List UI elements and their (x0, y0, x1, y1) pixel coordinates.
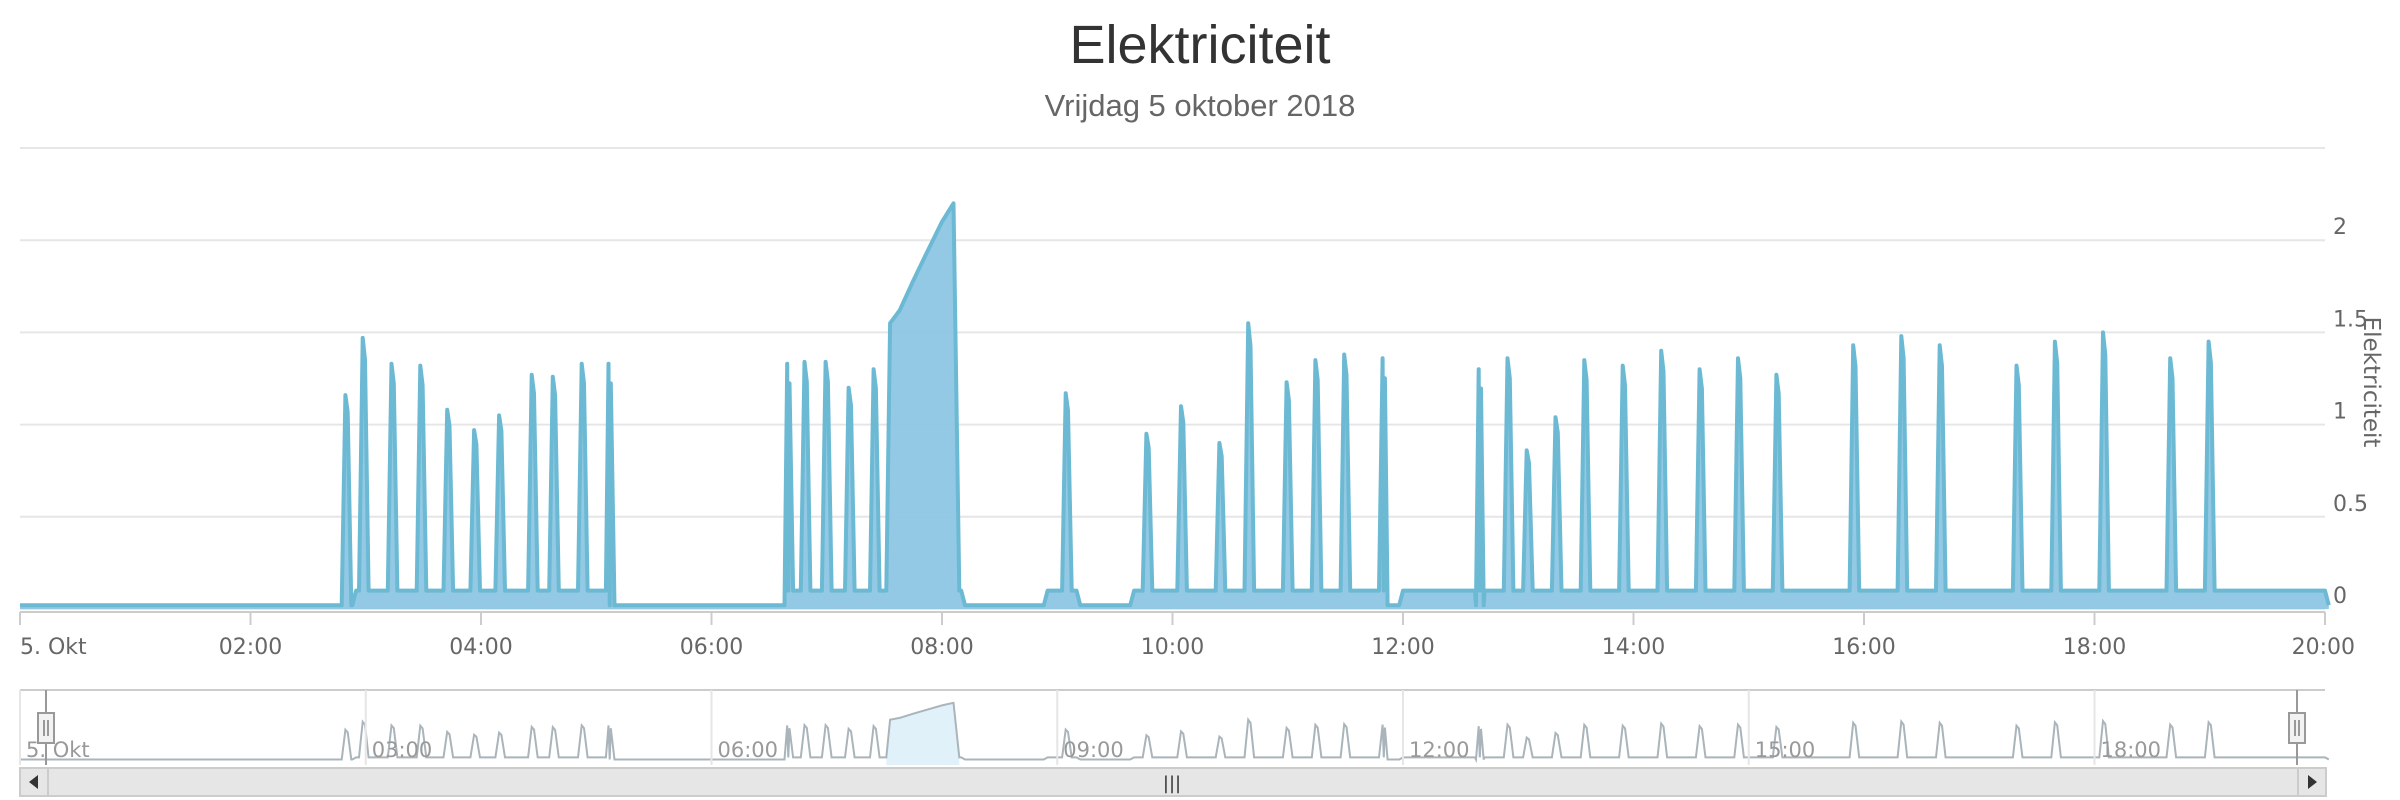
navigator-handle-left[interactable] (37, 690, 55, 765)
x-tick-label: 14:00 (1602, 635, 1665, 660)
scrollbar[interactable]: ||| (19, 767, 2327, 797)
navigator-label: 15:00 (1755, 738, 1816, 762)
y-tick-label: 1.5 (2333, 307, 2368, 332)
x-tick-label: 5. Okt (20, 635, 87, 660)
scrollbar-grip: ||| (1163, 773, 1181, 794)
x-tick-label: 12:00 (1371, 635, 1434, 660)
navigator-label: 03:00 (372, 738, 433, 762)
scrollbar-right-button[interactable] (2297, 767, 2327, 797)
navigator-label: 06:00 (718, 738, 779, 762)
y-tick-label: 2 (2333, 215, 2347, 240)
navigator[interactable]: 5. Okt 03:00 06:00 09:00 12:00 15:00 18:00 (19, 689, 2330, 765)
x-axis: 5. Okt 02:00 04:00 06:00 08:00 10:00 12:00 14:0… (19, 611, 2355, 660)
scroll-left-icon (29, 775, 38, 789)
handle-grip (2288, 712, 2306, 744)
y-tick-label: 1 (2333, 400, 2347, 425)
x-tick-label: 02:00 (219, 635, 282, 660)
scrollbar-thumb (47, 767, 2299, 797)
x-tick-label: 10:00 (1141, 635, 1204, 660)
x-tick-label: 18:00 (2063, 635, 2126, 660)
x-tick-label: 20:00 (2292, 635, 2355, 660)
y-axis-ticks: 0 0.5 1 1.5 2 (2333, 215, 2368, 609)
navigator-line (20, 701, 2330, 764)
x-tick-label: 04:00 (449, 635, 512, 660)
navigator-label: 12:00 (1409, 738, 1470, 762)
navigator-label: 18:00 (2101, 738, 2162, 762)
handle-grip (37, 712, 55, 744)
chart-subtitle: Vrijdag 5 oktober 2018 (1044, 88, 1356, 123)
x-tick-label: 16:00 (1832, 635, 1895, 660)
series-line (20, 201, 2331, 608)
y-tick-label: 0 (2333, 584, 2347, 609)
chart-title: Elektriciteit (1069, 15, 1331, 75)
scroll-right-icon (2308, 775, 2317, 789)
x-tick-label: 06:00 (680, 635, 743, 660)
series-area[interactable] (20, 201, 2331, 610)
navigator-label: 09:00 (1063, 738, 1124, 762)
navigator-handle-right[interactable] (2288, 690, 2306, 765)
y-tick-label: 0.5 (2333, 492, 2368, 517)
x-tick-label: 08:00 (910, 635, 973, 660)
y-axis-title: Elektriciteit (2358, 317, 2384, 448)
navigator-area-fill (886, 702, 960, 765)
navigator-label: 5. Okt (26, 738, 90, 762)
